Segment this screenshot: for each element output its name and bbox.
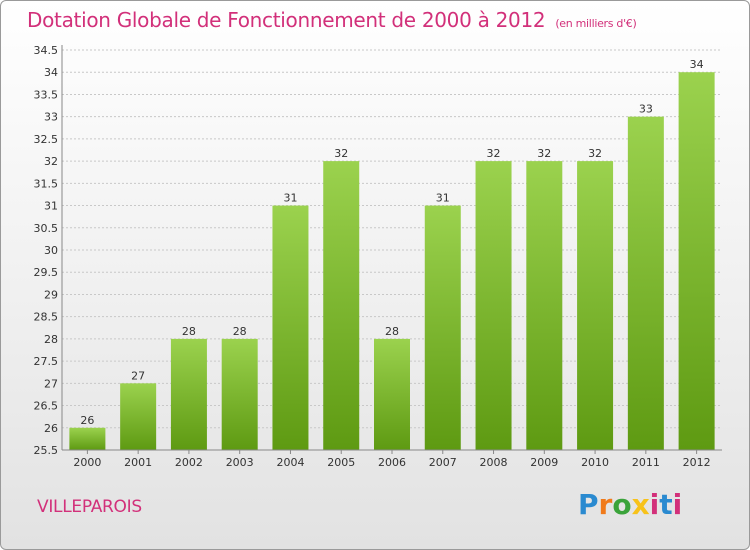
bar-2003 — [221, 338, 258, 450]
y-tick-label: 31.5 — [34, 177, 59, 190]
y-tick-label: 28.5 — [34, 311, 59, 324]
bar-2012 — [678, 72, 715, 450]
bar-2008 — [475, 161, 512, 450]
y-tick-label: 31 — [44, 200, 58, 213]
y-tick-label: 33.5 — [34, 88, 59, 101]
y-tick-label: 34.5 — [34, 44, 59, 57]
x-tick-label-2002: 2002 — [175, 456, 203, 469]
y-tick-label: 30 — [44, 244, 58, 257]
data-label-2004: 31 — [283, 192, 297, 205]
data-label-2005: 32 — [334, 147, 348, 160]
y-tick-label: 28 — [44, 333, 58, 346]
chart-subtitle: (en milliers d'€) — [555, 17, 637, 30]
bar-2000 — [69, 427, 106, 450]
data-label-2008: 32 — [487, 147, 501, 160]
data-label-2010: 32 — [588, 147, 602, 160]
y-tick-label: 30.5 — [34, 222, 59, 235]
y-tick-label: 26.5 — [34, 400, 59, 413]
bar-2010 — [577, 161, 614, 450]
x-tick-labels: 2000 2001 2002 2003 2004 2005 2006 2007 2008 2009… — [73, 450, 711, 469]
x-tick-label-2007: 2007 — [429, 456, 457, 469]
bar-2011 — [627, 116, 664, 451]
y-tick-label: 25.5 — [34, 444, 59, 457]
y-tick-labels: 25.5 26 26.5 27 27.5 28 28.5 29 29.5 30 30.5 31 31.5… — [34, 44, 59, 457]
data-label-2006: 28 — [385, 325, 399, 338]
x-tick-label-2012: 2012 — [683, 456, 711, 469]
y-tick-label: 26 — [44, 422, 58, 435]
x-tick-label-2001: 2001 — [124, 456, 152, 469]
bar-2004 — [272, 205, 309, 450]
x-tick-label-2003: 2003 — [226, 456, 254, 469]
bar-2009 — [526, 161, 563, 450]
data-label-2009: 32 — [537, 147, 551, 160]
y-tick-label: 33 — [44, 111, 58, 124]
x-tick-label-2005: 2005 — [327, 456, 355, 469]
x-tick-label-2011: 2011 — [632, 456, 660, 469]
bar-2001 — [120, 383, 157, 450]
x-tick-label-2009: 2009 — [530, 456, 558, 469]
data-label-2003: 28 — [233, 325, 247, 338]
proxiti-logo: Proxiti — [578, 488, 683, 521]
place-name: VILLEPAROIS — [37, 497, 142, 517]
data-label-2011: 33 — [639, 103, 653, 116]
y-tick-label: 27 — [44, 377, 58, 390]
bars: 26 27 28 28 31 32 28 31 32 32 32 33 34 — [69, 58, 715, 451]
bar-2002 — [170, 338, 207, 450]
x-tick-label-2000: 2000 — [73, 456, 101, 469]
data-label-2002: 28 — [182, 325, 196, 338]
chart-title-text: Dotation Globale de Fonctionnement de 20… — [27, 8, 546, 32]
y-tick-label: 34 — [44, 66, 58, 79]
x-tick-label-2008: 2008 — [480, 456, 508, 469]
data-label-2001: 27 — [131, 369, 145, 382]
data-label-2000: 26 — [80, 414, 94, 427]
bar-2007 — [424, 205, 461, 450]
y-tick-label: 29 — [44, 288, 58, 301]
data-label-2007: 31 — [436, 192, 450, 205]
chart-title: Dotation Globale de Fonctionnement de 20… — [27, 8, 637, 32]
bar-2006 — [374, 338, 410, 450]
y-tick-label: 27.5 — [34, 355, 59, 368]
y-tick-label: 29.5 — [34, 266, 59, 279]
data-label-2012: 34 — [690, 58, 704, 71]
x-tick-label-2010: 2010 — [581, 456, 609, 469]
y-tick-label: 32 — [44, 155, 58, 168]
axes — [61, 45, 722, 451]
x-tick-label-2004: 2004 — [276, 456, 304, 469]
bar-2005 — [323, 161, 360, 450]
x-tick-label-2006: 2006 — [378, 456, 406, 469]
y-tick-label: 32.5 — [34, 133, 59, 146]
